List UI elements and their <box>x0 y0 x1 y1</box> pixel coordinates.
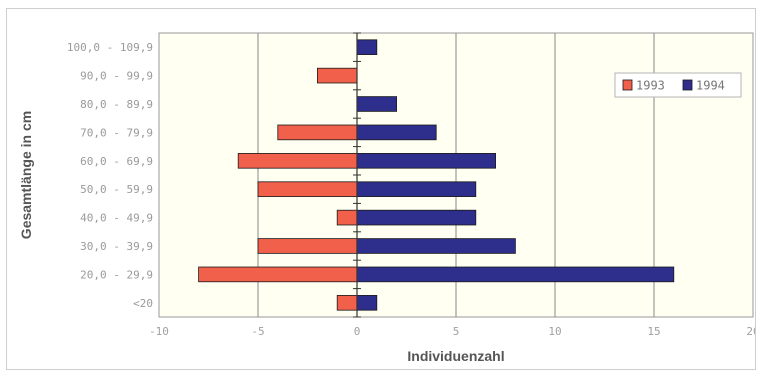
population-pyramid-chart: -10 -5 0 5 10 15 20 <20 20,0 - 29,9 30,0 - 39,9 40… <box>18 32 755 364</box>
y-axis-title: Gesamtlänge in cm <box>18 111 34 239</box>
x-tick-label: 10 <box>548 325 561 338</box>
bar-1993 <box>257 181 358 197</box>
bar-1994 <box>356 181 477 197</box>
bar-1994 <box>356 124 437 141</box>
y-tick-label: 50,0 - 59,9 <box>80 183 153 196</box>
legend-box <box>614 72 742 98</box>
x-tick-label: 20 <box>746 325 755 338</box>
y-tick-label: 30,0 - 39,9 <box>80 240 153 253</box>
bar-1993 <box>277 124 358 141</box>
bar-1993 <box>257 238 358 254</box>
bar-1993 <box>336 295 358 311</box>
bar-1993 <box>198 266 358 283</box>
bar-1994 <box>356 209 477 226</box>
x-tick-label: 5 <box>453 325 460 338</box>
y-tick-label: 80,0 - 89,9 <box>80 98 153 111</box>
bar-1993 <box>336 209 358 226</box>
bar-1994 <box>356 266 675 283</box>
legend-swatch-1994 <box>682 79 693 91</box>
bar-1994 <box>356 96 397 112</box>
bar-1994 <box>356 238 516 254</box>
bar-1993 <box>316 67 358 84</box>
legend-label-1994: 1994 <box>696 79 725 93</box>
x-tick-label: -5 <box>251 325 264 338</box>
chart-frame: -10 -5 0 5 10 15 20 <20 20,0 - 29,9 30,0 - 39,9 40… <box>6 8 756 370</box>
legend-label-1993: 1993 <box>636 79 665 93</box>
x-tick-label: 15 <box>647 325 660 338</box>
x-axis-title: Individuenzahl <box>407 348 504 364</box>
bar-1994 <box>356 153 497 169</box>
x-tick-label: -10 <box>149 325 169 338</box>
y-tick-label: 100,0 - 109,9 <box>67 41 153 54</box>
bar-1993 <box>237 153 358 169</box>
bar-1994 <box>356 295 378 311</box>
legend-swatch-1993 <box>622 79 633 91</box>
y-tick-label: 20,0 - 29,9 <box>80 268 153 281</box>
y-tick-label: 70,0 - 79,9 <box>80 126 153 139</box>
y-tick-label: 90,0 - 99,9 <box>80 70 153 83</box>
y-tick-label: <20 <box>133 297 153 310</box>
x-tick-label: 0 <box>354 325 361 338</box>
y-tick-label: 40,0 - 49,9 <box>80 212 153 225</box>
bar-1994 <box>356 39 378 55</box>
y-tick-label: 60,0 - 69,9 <box>80 155 153 168</box>
